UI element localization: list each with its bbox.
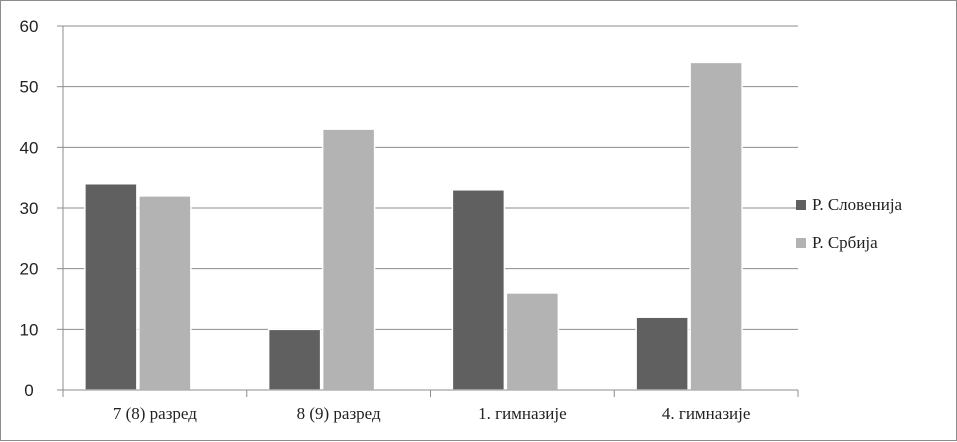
x-tick-label: 1. гимназије (478, 404, 567, 423)
legend-label: Р. Србија (812, 233, 878, 252)
legend-label: Р. Словенија (812, 195, 903, 214)
y-tick-label: 0 (24, 381, 33, 400)
x-tick-label: 4. гимназије (662, 404, 751, 423)
x-tick-label: 7 (8) разред (113, 404, 197, 423)
y-axis-ticks: 0 10 20 30 40 50 60 (20, 17, 63, 400)
bar-slovenia (635, 316, 689, 391)
bar-slovenia (267, 328, 322, 391)
bar-serbia (138, 195, 192, 391)
y-tick-label: 30 (20, 199, 39, 218)
bar-serbia (505, 292, 560, 391)
x-axis-ticks: 7 (8) разред 8 (9) разред 1. гимназије 4. г… (62, 390, 799, 423)
bars (84, 61, 743, 391)
legend: Р. Словенија Р. Србија (796, 195, 903, 252)
x-tick-label: 8 (9) разред (297, 404, 381, 423)
y-tick-label: 20 (20, 260, 39, 279)
bar-serbia (321, 128, 376, 391)
bar-slovenia (451, 189, 506, 391)
legend-swatch (796, 200, 806, 210)
bar-slovenia (84, 182, 138, 391)
y-tick-label: 60 (20, 17, 39, 36)
y-tick-label: 10 (20, 320, 39, 339)
legend-swatch (796, 238, 806, 248)
y-tick-label: 40 (20, 138, 39, 157)
y-tick-label: 50 (20, 78, 39, 97)
bar-serbia (689, 61, 743, 391)
